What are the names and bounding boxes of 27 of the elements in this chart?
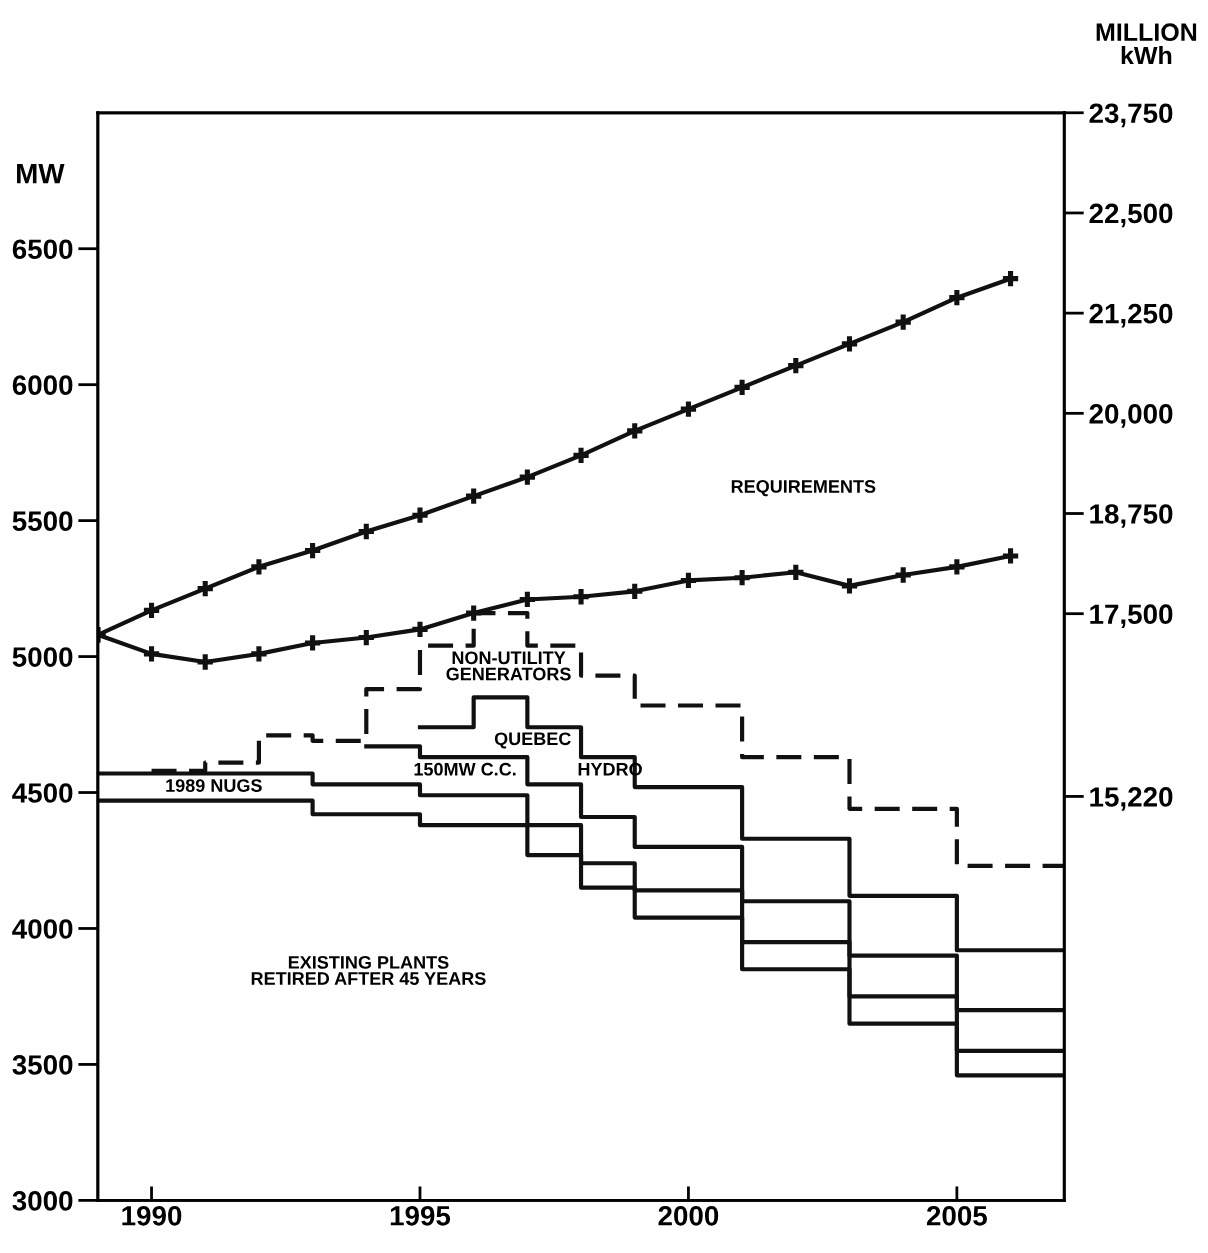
y-tick-label: 6000 [12, 375, 73, 396]
y-tick-label: 3500 [12, 1055, 73, 1075]
y-tick-label: 3000 [12, 1191, 73, 1211]
annotation: REQUIREMENTS [731, 480, 876, 497]
y2-tick-label: 15,220 [1090, 787, 1173, 811]
y-tick-label: 6500 [12, 239, 73, 260]
y-tick-label: 4000 [12, 919, 73, 939]
y2-tick-label: 18,750 [1090, 504, 1173, 528]
annotation: 1989 NUGS [166, 779, 262, 792]
y2-tick-label: 21,250 [1089, 303, 1173, 328]
annotation: 150MW C.C. [414, 762, 516, 776]
annotation: QUEBEC [494, 732, 571, 749]
y2-axis-title: MILLION kWh [1096, 23, 1197, 65]
y-tick-label: 5500 [12, 511, 73, 531]
y-tick-label: 5000 [12, 647, 73, 667]
x-tick-label: 1995 [390, 1205, 451, 1226]
y-axis-title: MW [17, 164, 65, 184]
x-tick-label: 2005 [926, 1205, 987, 1226]
x-tick-label: 1990 [122, 1205, 182, 1226]
y2-tick-label: 17,500 [1090, 604, 1173, 629]
y2-tick-label: 22,500 [1089, 203, 1173, 228]
y-tick-label: 4500 [12, 783, 73, 803]
annotation: NON-UTILITY GENERATORS [446, 651, 571, 681]
y2-tick-label: 20,000 [1089, 403, 1173, 428]
annotation: EXISTING PLANTS RETIRED AFTER 45 YEARS [251, 955, 486, 985]
y2-tick-label: 23,750 [1089, 103, 1173, 128]
x-tick-label: 2000 [658, 1205, 719, 1226]
